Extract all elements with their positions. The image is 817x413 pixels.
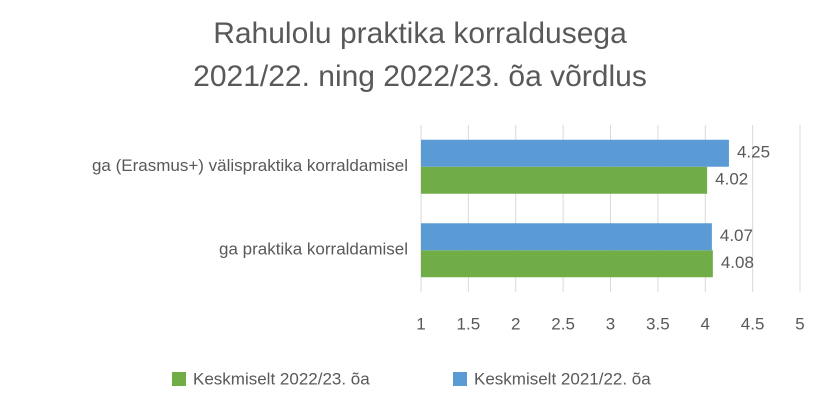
chart-subtitle: 2021/22. ning 2022/23. õa võrdlus [193, 60, 647, 93]
data-label: 4.02 [715, 170, 748, 189]
data-label: 4.07 [720, 226, 753, 245]
x-tick-label: 5 [795, 314, 804, 333]
category-label: ga praktika korraldamisel [219, 240, 408, 259]
x-tick-label: 4.5 [741, 314, 765, 333]
bar [421, 223, 712, 251]
chart-title: Rahulolu praktika korraldusega [213, 17, 627, 50]
x-tick-label: 3.5 [646, 314, 670, 333]
x-tick-label: 3 [606, 314, 615, 333]
legend-label: Keskmiselt 2022/23. õa [193, 369, 370, 388]
x-tick-label: 2 [511, 314, 520, 333]
legend-swatch [453, 372, 467, 386]
x-tick-label: 1 [416, 314, 425, 333]
x-tick-label: 1.5 [457, 314, 481, 333]
category-label: ga (Erasmus+) välispraktika korraldamise… [92, 156, 408, 175]
legend-label: Keskmiselt 2021/22. õa [474, 369, 651, 388]
x-tick-label: 4 [701, 314, 710, 333]
legend-swatch [172, 372, 186, 386]
bar [421, 250, 713, 278]
bar [421, 166, 708, 194]
x-tick-label: 2.5 [551, 314, 575, 333]
bar [421, 139, 729, 167]
data-label: 4.08 [721, 253, 754, 272]
data-label: 4.25 [737, 143, 770, 162]
